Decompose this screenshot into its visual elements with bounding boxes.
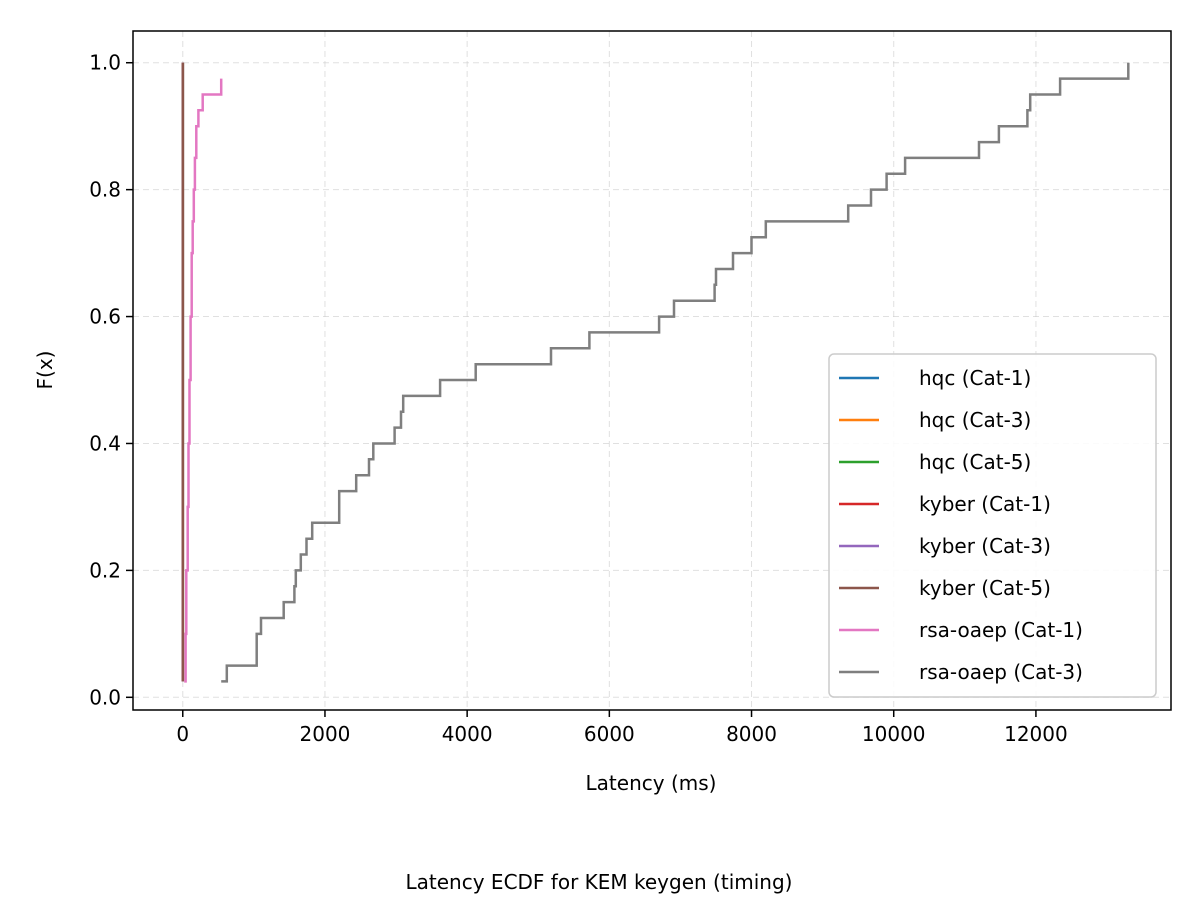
x-axis-label: Latency (ms)	[586, 771, 717, 795]
x-tick-label: 2000	[300, 722, 351, 746]
x-tick-label: 6000	[584, 722, 635, 746]
legend-label-hqc-cat-5: hqc (Cat-5)	[919, 450, 1031, 474]
legend-label-rsa-oaep-cat-1: rsa-oaep (Cat-1)	[919, 618, 1083, 642]
x-tick-label: 10000	[862, 722, 926, 746]
x-tick-label: 12000	[1004, 722, 1068, 746]
y-axis-label: F(x)	[33, 351, 57, 390]
legend-label-hqc-cat-1: hqc (Cat-1)	[919, 366, 1031, 390]
series-line-rsa-oaep-cat-3	[221, 62, 1130, 683]
legend: hqc (Cat-1) hqc (Cat-3) hqc (Cat-5) kyber (…	[828, 353, 1157, 698]
legend-label-kyber-cat-1: kyber (Cat-1)	[919, 492, 1051, 516]
series-line-rsa-oaep-cat-1	[184, 78, 223, 683]
x-tick-label: 4000	[442, 722, 493, 746]
plot-frame	[132, 30, 1172, 711]
y-tick-label: 1.0	[89, 51, 121, 75]
legend-box	[828, 353, 1157, 698]
figure-caption: Latency ECDF for KEM keygen (timing)	[406, 870, 793, 894]
x-tick-label: 8000	[726, 722, 777, 746]
legend-label-kyber-cat-3: kyber (Cat-3)	[919, 534, 1051, 558]
legend-label-rsa-oaep-cat-3: rsa-oaep (Cat-3)	[919, 660, 1083, 684]
y-tick-label: 0.8	[89, 178, 121, 202]
y-tick-label: 0.4	[89, 431, 121, 455]
x-tick-label: 0	[176, 722, 189, 746]
legend-label-kyber-cat-5: kyber (Cat-5)	[919, 576, 1051, 600]
y-tick-label: 0.6	[89, 305, 121, 329]
ticks: 0 2000 4000 6000 8000 10000 12000 0.0 0.2 0.4 0.6 0…	[89, 51, 1068, 746]
y-tick-label: 0.2	[89, 558, 121, 582]
y-tick-label: 0.0	[89, 685, 121, 709]
series-group	[181, 62, 1130, 683]
legend-label-hqc-cat-3: hqc (Cat-3)	[919, 408, 1031, 432]
